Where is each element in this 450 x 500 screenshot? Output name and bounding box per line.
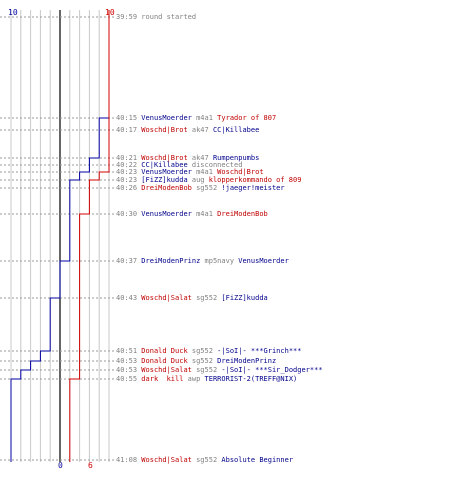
red-end-score: 6 (88, 461, 93, 470)
event-time: 40:15 (116, 114, 142, 122)
event-row: 40:22 CC|Killabee disconnected (116, 161, 242, 169)
event-time: 40:23 (116, 168, 142, 176)
event-row: 39:59 round started (116, 13, 196, 21)
event-action: sg552 (187, 347, 218, 355)
event-action: mp5navy (200, 257, 239, 265)
blue-team-score-line (10, 10, 110, 462)
event-time: 39:59 (116, 13, 142, 21)
player-name: Woschd|Salat (141, 456, 192, 464)
event-time: 40:51 (116, 347, 142, 355)
event-action: ak47 (187, 154, 213, 162)
player-name: VenusMoerder (141, 210, 192, 218)
event-time: 40:22 (116, 161, 142, 169)
event-row: 40:55 dark kill awp TERRORIST-2(TREFF@NI… (116, 375, 297, 383)
player-name: [FiZZ]kudda (221, 294, 268, 302)
event-action: sg552 (191, 456, 222, 464)
event-time: 40:37 (116, 257, 142, 265)
player-name: Woschd|Brot (217, 168, 264, 176)
player-name: Donald Duck (141, 357, 188, 365)
player-name: -|SoI|- ***Grinch*** (217, 347, 302, 355)
event-row: 40:26 DreiModenBob sg552 !jaeger!meister (116, 184, 285, 192)
player-name: DreiModenPrinz (217, 357, 277, 365)
player-name: Tyrador of 807 (217, 114, 277, 122)
event-row: 40:23 VenusMoerder m4a1 Woschd|Brot (116, 168, 264, 176)
player-name: Woschd|Brot (141, 126, 188, 134)
red-start-score: 10 (105, 8, 115, 17)
event-action: sg552 (191, 366, 222, 374)
event-action: sg552 (191, 294, 222, 302)
player-name: DreiModenPrinz (141, 257, 201, 265)
player-name: CC|Killabee (212, 126, 260, 134)
player-name: Rumpenpumbs (212, 154, 260, 162)
event-action: m4a1 (191, 114, 218, 122)
event-time: 40:43 (116, 294, 142, 302)
event-action: round started (141, 13, 197, 21)
player-name: DreiModenBob (141, 184, 192, 192)
event-connectors (0, 16, 114, 461)
player-name: Absolute Beginner (221, 456, 294, 464)
event-time: 40:26 (116, 184, 142, 192)
event-time: 40:53 (116, 366, 142, 374)
event-row: 40:51 Donald Duck sg552 -|SoI|- ***Grinc… (116, 347, 301, 355)
player-name: VenusMoerder (141, 168, 192, 176)
event-row: 40:30 VenusMoerder m4a1 DreiModenBob (116, 210, 268, 218)
player-name: !jaeger!meister (221, 184, 285, 192)
event-action: sg552 (187, 357, 218, 365)
event-row: 40:43 Woschd|Salat sg552 [FiZZ]kudda (116, 294, 268, 302)
player-name: VenusMoerder (141, 114, 192, 122)
event-action: m4a1 (191, 210, 218, 218)
player-name: dark kill (141, 375, 184, 383)
event-time: 40:17 (116, 126, 142, 134)
player-name: Woschd|Salat (141, 366, 192, 374)
event-time: 40:30 (116, 210, 142, 218)
event-time: 40:23 (116, 176, 142, 184)
event-time: 40:55 (116, 375, 142, 383)
event-action: aug (187, 176, 209, 184)
player-name: CC|Killabee (141, 161, 188, 169)
player-name: Donald Duck (141, 347, 188, 355)
event-time: 40:21 (116, 154, 142, 162)
event-row: 40:17 Woschd|Brot ak47 CC|Killabee (116, 126, 259, 134)
player-name: -|SoI|- ***Sir_Dodger*** (221, 366, 323, 374)
graph-grid (10, 10, 110, 462)
event-action: ak47 (187, 126, 213, 134)
event-row: 40:21 Woschd|Brot ak47 Rumpenpumbs (116, 154, 259, 162)
event-row: 40:15 VenusMoerder m4a1 Tyrador of 807 (116, 114, 276, 122)
event-time: 41:08 (116, 456, 142, 464)
event-row: 40:23 [FiZZ]kudda aug klopperkommando of… (116, 176, 301, 184)
player-name: TERRORIST-2(TREFF@NIX) (204, 375, 298, 383)
player-name: DreiModenBob (217, 210, 268, 218)
red-team-score-line (69, 10, 110, 462)
event-row: 41:08 Woschd|Salat sg552 Absolute Beginn… (116, 456, 293, 464)
blue-start-score: 10 (8, 8, 18, 17)
player-name: Woschd|Salat (141, 294, 192, 302)
event-row: 40:37 DreiModenPrinz mp5navy VenusMoerde… (116, 257, 289, 265)
event-action: awp (183, 375, 205, 383)
blue-end-score: 0 (58, 461, 63, 470)
event-row: 40:53 Woschd|Salat sg552 -|SoI|- ***Sir_… (116, 366, 323, 374)
event-action: m4a1 (191, 168, 218, 176)
player-name: Woschd|Brot (141, 154, 188, 162)
event-time: 40:53 (116, 357, 142, 365)
event-action: disconnected (187, 161, 243, 169)
event-action: sg552 (191, 184, 222, 192)
player-name: [FiZZ]kudda (141, 176, 188, 184)
player-name: klopperkommando of 809 (208, 176, 302, 184)
event-row: 40:53 Donald Duck sg552 DreiModenPrinz (116, 357, 276, 365)
player-name: VenusMoerder (238, 257, 289, 265)
